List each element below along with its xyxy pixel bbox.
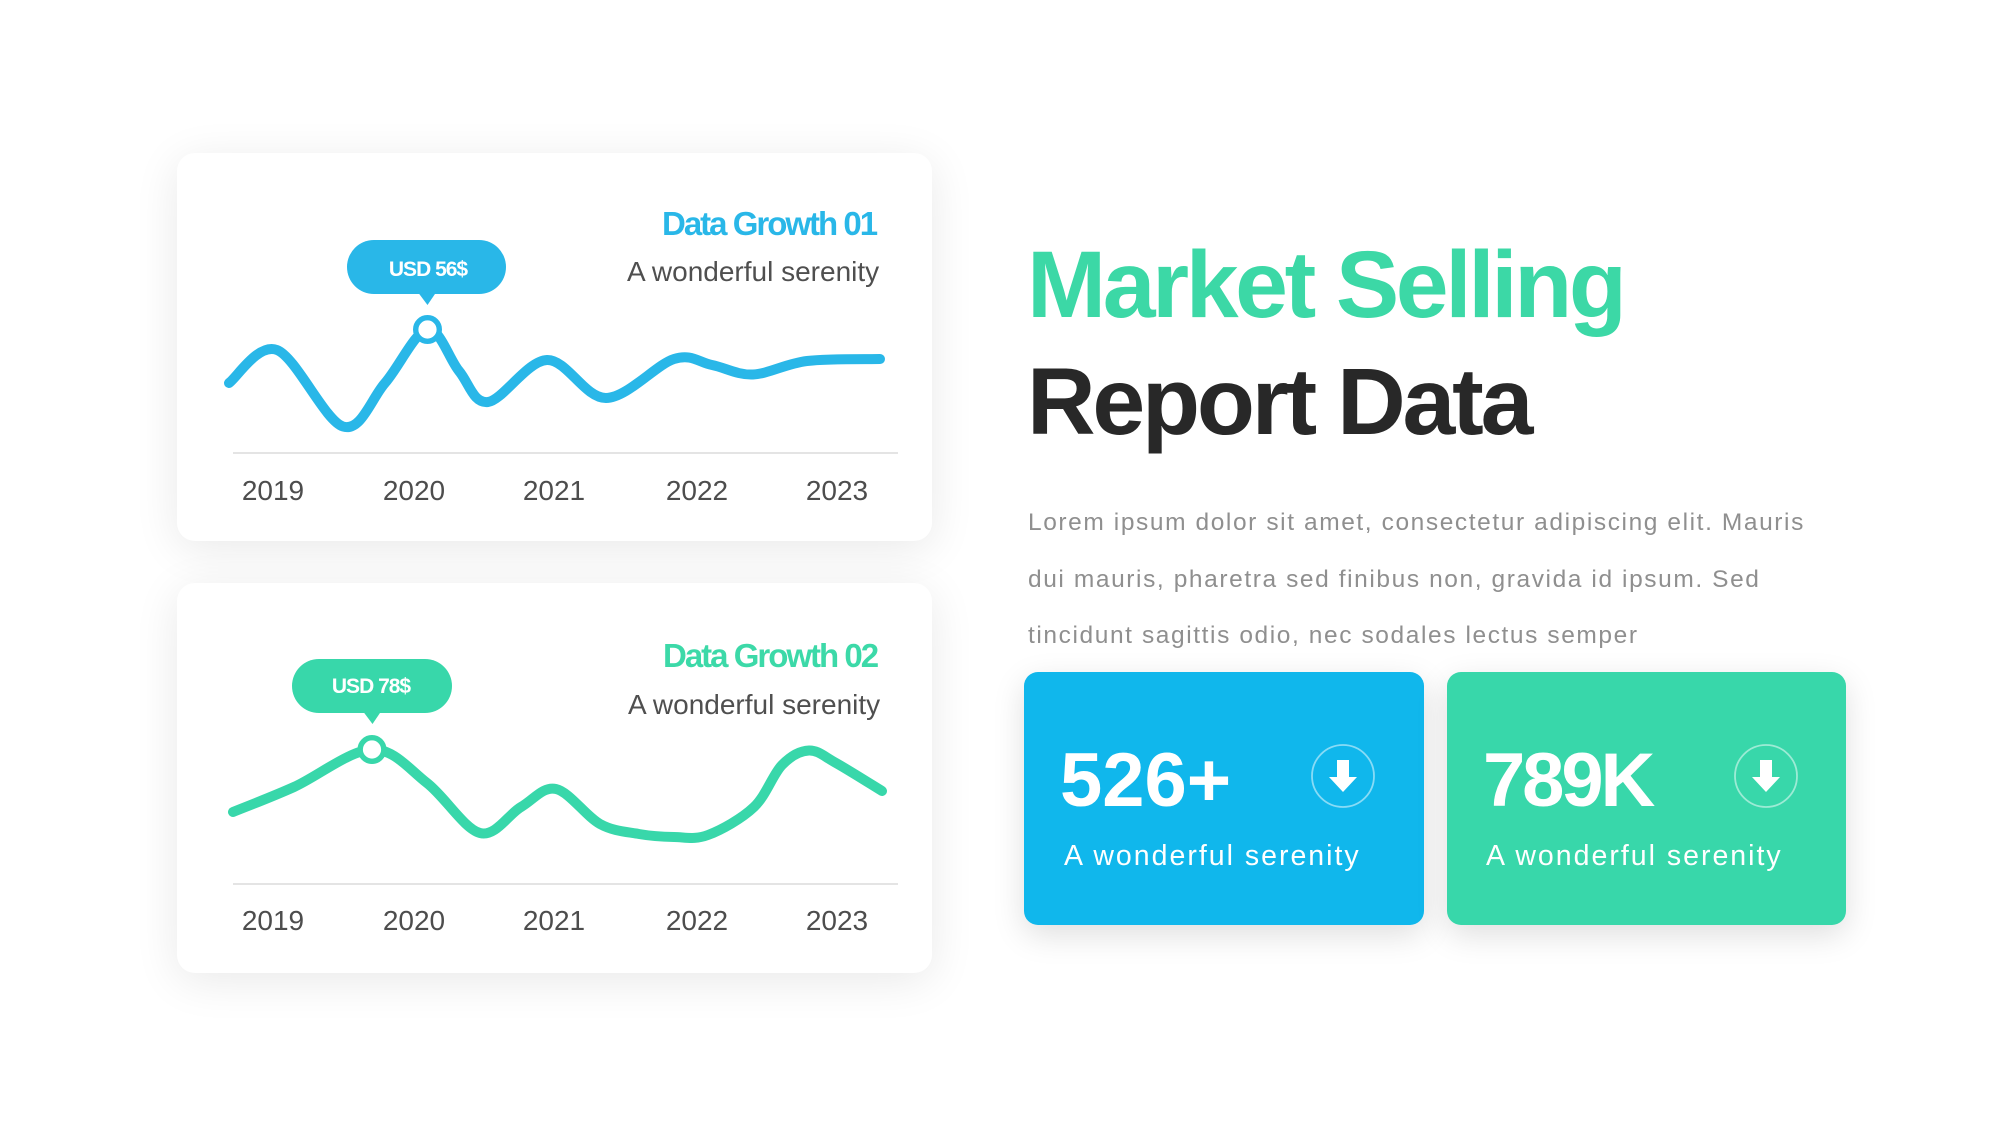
svg-text:USD 56$: USD 56$ <box>389 258 469 281</box>
svg-text:2023: 2023 <box>806 475 868 506</box>
svg-text:2020: 2020 <box>383 905 445 936</box>
svg-text:USD 78$: USD 78$ <box>332 675 412 698</box>
svg-text:2023: 2023 <box>806 905 868 936</box>
svg-text:2021: 2021 <box>523 475 585 506</box>
svg-text:2020: 2020 <box>383 475 445 506</box>
svg-text:2022: 2022 <box>666 905 728 936</box>
svg-text:2022: 2022 <box>666 475 728 506</box>
svg-text:2019: 2019 <box>242 905 304 936</box>
svg-text:2021: 2021 <box>523 905 585 936</box>
svg-text:2019: 2019 <box>242 475 304 506</box>
